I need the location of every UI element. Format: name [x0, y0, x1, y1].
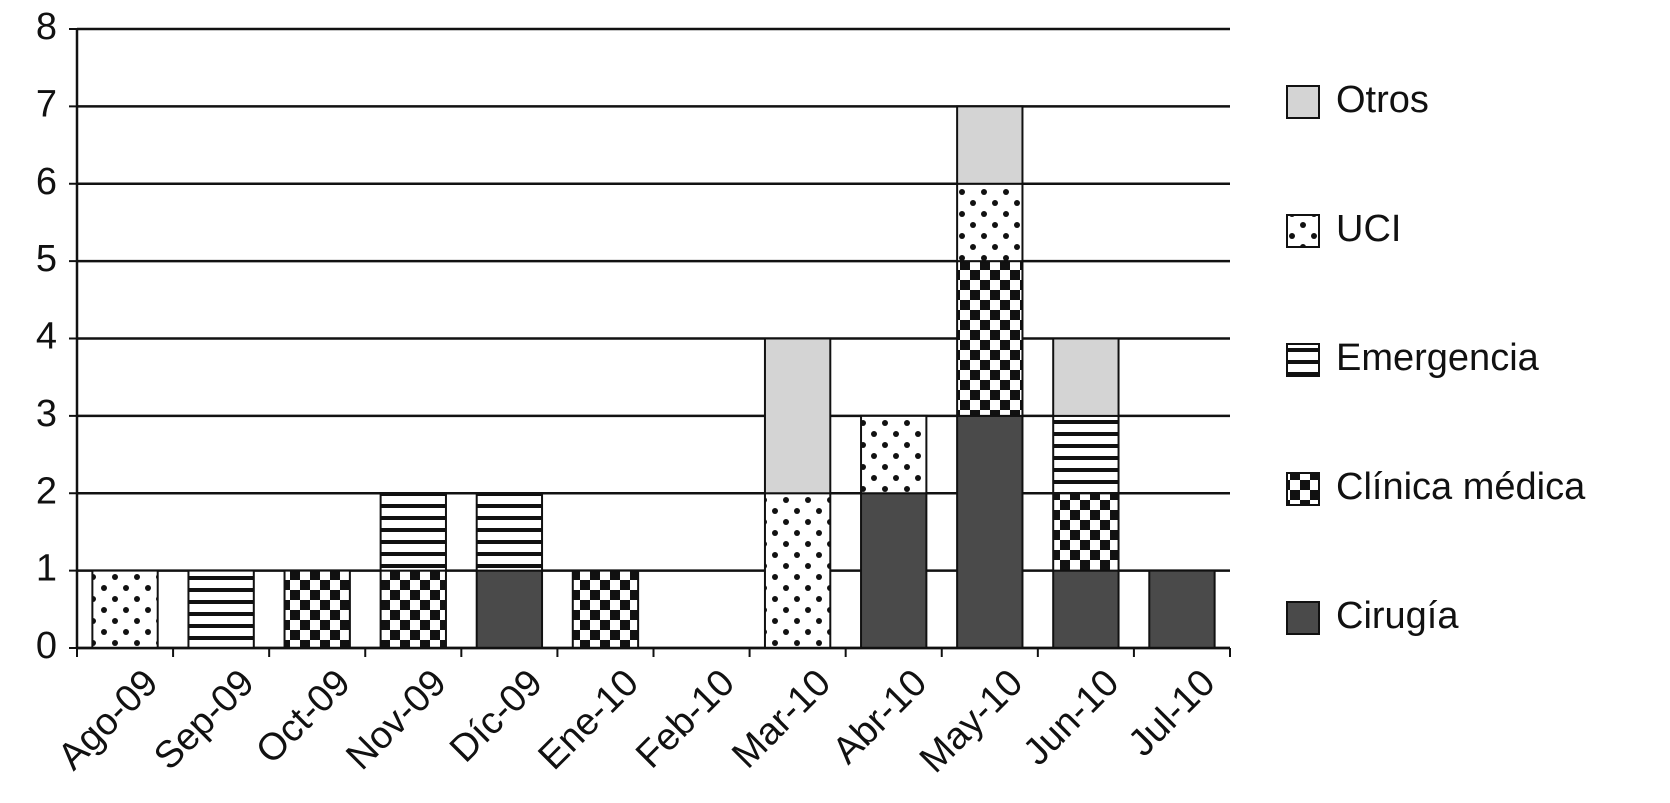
bar-segment: [379, 569, 447, 649]
y-tick-label: 8: [36, 6, 57, 48]
x-tick-label: Feb-10: [628, 662, 743, 777]
x-tick-label: Jun-10: [1015, 662, 1127, 774]
x-tick-label: Díc-09: [442, 662, 551, 771]
legend-swatch: [1286, 214, 1320, 248]
y-tick-label: 2: [36, 470, 57, 512]
legend-swatch: [1286, 85, 1320, 119]
x-tick-label: Ene-10: [531, 662, 647, 778]
bar-segment: [956, 260, 1024, 417]
bar-segment: [379, 492, 447, 572]
bar-segment: [956, 105, 1024, 185]
y-tick-label: 6: [36, 161, 57, 203]
legend-swatch: [1286, 343, 1320, 377]
x-tick-label: Oct-09: [248, 662, 358, 772]
bar-segment: [283, 569, 351, 649]
y-tick-label: 3: [36, 393, 57, 435]
bar-segment: [1052, 414, 1120, 495]
x-tick-label: Jul-10: [1121, 662, 1224, 765]
bar-segment: [1148, 569, 1216, 649]
legend-label: Clínica médica: [1336, 466, 1586, 508]
y-tick-label: 5: [36, 238, 57, 280]
legend-swatch: [1286, 472, 1320, 506]
legend-swatch: [1286, 601, 1320, 635]
legend-label: UCI: [1336, 208, 1401, 250]
y-tick-label: 7: [36, 83, 57, 125]
bar-segment: [1052, 492, 1120, 572]
bar-segment: [91, 569, 159, 649]
x-tick-label: May-10: [912, 662, 1031, 781]
legend-label: Emergencia: [1336, 337, 1540, 379]
bar-segment: [956, 182, 1024, 263]
bar-segment: [860, 414, 928, 495]
bar-segment: [475, 492, 544, 572]
y-tick-label: 1: [36, 548, 57, 590]
bar-segment: [763, 337, 832, 495]
x-tick-label: Sep-09: [146, 662, 262, 778]
legend-label: Otros: [1336, 79, 1429, 121]
x-tick-label: Mar-10: [724, 662, 839, 777]
bar-segment: [1052, 569, 1120, 649]
y-tick-label: 0: [36, 625, 57, 667]
bar-segment: [860, 492, 928, 649]
bar-segment: [1052, 337, 1120, 417]
bar-segment: [763, 492, 832, 649]
bar-segment: [956, 414, 1024, 649]
x-tick-label: Nov-09: [338, 662, 454, 778]
x-tick-label: Ago-09: [50, 662, 166, 778]
bar-segment: [475, 569, 544, 649]
legend-label: Cirugía: [1336, 595, 1459, 637]
y-tick-label: 4: [36, 316, 57, 358]
bar-segment: [571, 569, 640, 649]
bar-segment: [187, 569, 255, 649]
